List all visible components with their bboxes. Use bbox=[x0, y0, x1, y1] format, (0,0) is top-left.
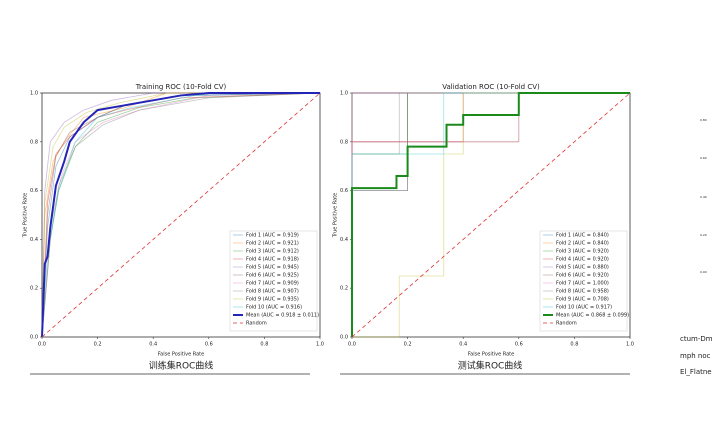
roc-curve bbox=[41, 92, 320, 338]
legend-entry: Fold 6 (AUC = 0.925) bbox=[246, 273, 299, 279]
y-tick-label: 0.2 bbox=[30, 286, 38, 292]
y-tick-label: 0.0 bbox=[30, 335, 38, 341]
y-tick-label: 0.0 bbox=[340, 335, 348, 341]
roc-curve bbox=[41, 92, 321, 338]
legend-entry: Fold 4 (AUC = 0.918) bbox=[246, 257, 299, 263]
legend-entry: Fold 1 (AUC = 0.840) bbox=[556, 233, 609, 239]
legend-entry: Fold 7 (AUC = 0.909) bbox=[246, 281, 299, 287]
x-axis-label: False Positive Rate bbox=[158, 352, 204, 358]
roc-curve bbox=[352, 92, 630, 338]
roc-curve bbox=[41, 92, 321, 338]
roc-curve bbox=[351, 92, 630, 337]
y-axis-label: True Positive Rate bbox=[23, 193, 29, 239]
x-tick-label: 0.0 bbox=[38, 342, 46, 348]
legend-entry: Fold 10 (AUC = 0.916) bbox=[246, 305, 302, 311]
legend-entry: Fold 3 (AUC = 0.912) bbox=[246, 249, 299, 255]
y-tick-label: 0.8 bbox=[30, 139, 38, 145]
x-axis-label: False Positive Rate bbox=[468, 352, 514, 358]
x-tick-label: 0.2 bbox=[94, 342, 102, 348]
fragment-label: mph noc bbox=[680, 352, 711, 360]
legend-entry: Fold 5 (AUC = 0.880) bbox=[556, 265, 609, 271]
x-tick-label: 0.4 bbox=[459, 342, 467, 348]
y-axis-label: True Positive Rate bbox=[333, 193, 339, 239]
legend-box bbox=[229, 230, 318, 332]
x-tick-label: 0.0 bbox=[348, 342, 356, 348]
y-tick-label: 1.0 bbox=[340, 91, 348, 97]
legend-entry: Fold 9 (AUC = 0.935) bbox=[246, 297, 299, 303]
legend-entry: Fold 7 (AUC = 1.000) bbox=[556, 281, 609, 287]
legend-entry: Mean (AUC = 0.868 ± 0.099) bbox=[556, 313, 629, 319]
roc-curve bbox=[41, 92, 321, 338]
fragment-tick: 0.60 bbox=[700, 156, 707, 160]
chart-title: Training ROC (10-Fold CV) bbox=[135, 83, 227, 91]
x-tick-label: 1.0 bbox=[626, 342, 634, 348]
legend-entry: Fold 3 (AUC = 0.920) bbox=[556, 249, 609, 255]
x-tick-label: 0.4 bbox=[149, 342, 157, 348]
y-tick-label: 0.8 bbox=[340, 139, 348, 145]
x-tick-label: 0.2 bbox=[404, 342, 412, 348]
legend-entry: Random bbox=[556, 321, 577, 327]
legend-entry: Fold 2 (AUC = 0.921) bbox=[246, 241, 299, 247]
legend-entry: Fold 1 (AUC = 0.919) bbox=[246, 233, 299, 239]
x-tick-label: 0.6 bbox=[515, 342, 523, 348]
fragment-tick: 0.40 bbox=[700, 195, 707, 199]
x-tick-label: 0.8 bbox=[570, 342, 578, 348]
fragment-tick: 0.00 bbox=[700, 270, 707, 274]
legend-entry: Fold 4 (AUC = 0.920) bbox=[556, 257, 609, 263]
roc-curve bbox=[41, 92, 321, 338]
y-tick-label: 0.6 bbox=[340, 188, 348, 194]
y-tick-label: 0.4 bbox=[30, 237, 38, 243]
caption: 训练集ROC曲线 bbox=[149, 360, 214, 372]
x-tick-label: 0.8 bbox=[260, 342, 268, 348]
chart-title: Validation ROC (10-Fold CV) bbox=[442, 83, 540, 91]
legend-entry: Fold 2 (AUC = 0.840) bbox=[556, 241, 609, 247]
legend-box bbox=[539, 230, 628, 332]
legend-entry: Fold 9 (AUC = 0.708) bbox=[556, 297, 609, 303]
legend-entry: Mean (AUC = 0.918 ± 0.011) bbox=[246, 313, 319, 319]
legend-entry: Fold 6 (AUC = 0.920) bbox=[556, 273, 609, 279]
legend-entry: Random bbox=[246, 321, 267, 327]
y-tick-label: 0.2 bbox=[340, 286, 348, 292]
roc-curve bbox=[351, 92, 631, 338]
roc-curve bbox=[41, 92, 320, 338]
fragment-tick: 0.80 bbox=[700, 118, 707, 122]
legend-entry: Fold 10 (AUC = 0.917) bbox=[556, 305, 612, 311]
fragment-tick: 0.20 bbox=[700, 233, 707, 237]
roc-curve bbox=[41, 92, 320, 338]
roc-curve bbox=[41, 92, 320, 338]
fragment-label: El_Flatne bbox=[680, 368, 712, 376]
legend-entry: Fold 8 (AUC = 0.907) bbox=[246, 289, 299, 295]
legend-entry: Fold 5 (AUC = 0.945) bbox=[246, 265, 299, 271]
x-tick-label: 1.0 bbox=[316, 342, 324, 348]
plot-frame bbox=[41, 92, 321, 338]
y-tick-label: 1.0 bbox=[30, 91, 38, 97]
fragment-label: ctum-Dm bbox=[680, 335, 713, 343]
y-tick-label: 0.4 bbox=[340, 237, 348, 243]
x-tick-label: 0.6 bbox=[205, 342, 213, 348]
y-tick-label: 0.6 bbox=[30, 188, 38, 194]
legend-entry: Fold 8 (AUC = 0.958) bbox=[556, 289, 609, 295]
caption: 测试集ROC曲线 bbox=[458, 360, 523, 372]
